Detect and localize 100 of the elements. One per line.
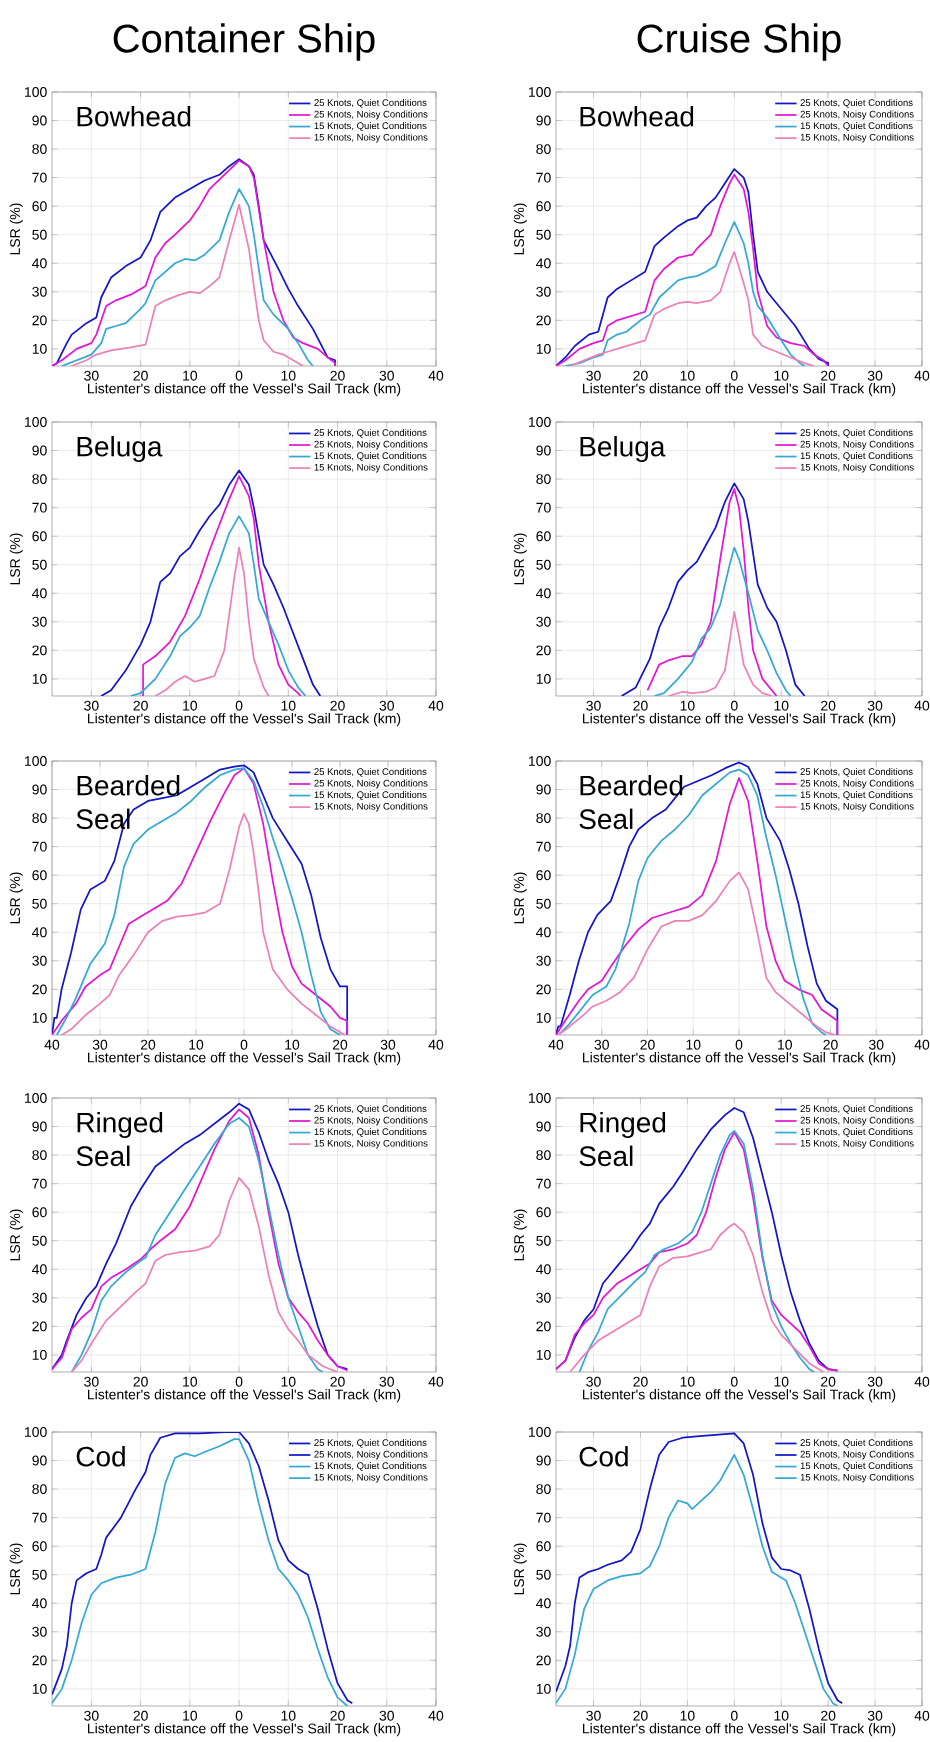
x-tick-label: 20 <box>633 370 648 381</box>
y-tick-label: 30 <box>32 286 47 297</box>
x-tick-label: 30 <box>84 1376 99 1387</box>
x-tick-label: 10 <box>183 700 198 711</box>
line-series <box>70 203 304 366</box>
x-tick-label: 40 <box>914 1376 930 1387</box>
y-tick-label: 70 <box>32 841 47 852</box>
y-tick-label: 50 <box>536 1569 551 1580</box>
line-series <box>667 610 773 696</box>
line-series <box>653 546 792 696</box>
x-tick-label: 20 <box>633 1376 648 1387</box>
x-tick-label: 30 <box>84 370 99 381</box>
y-tick-label: 60 <box>536 1541 551 1552</box>
y-tick-label: 20 <box>32 1655 47 1666</box>
y-tick-label: 40 <box>536 1264 551 1275</box>
y-tick-label: 60 <box>536 1207 551 1218</box>
legend-label: 25 Knots, Noisy Conditions <box>314 1116 428 1126</box>
y-tick-label: 50 <box>536 559 551 570</box>
y-tick-label: 40 <box>32 927 47 938</box>
y-tick-label: 40 <box>536 1598 551 1609</box>
x-tick-label: 20 <box>330 1710 345 1721</box>
y-tick-label: 10 <box>32 343 47 354</box>
y-tick-label: 90 <box>536 115 551 126</box>
annotation: Bearded Seal <box>579 774 683 830</box>
y-tick-label: 80 <box>536 813 551 824</box>
y-tick-label: 30 <box>32 616 47 627</box>
x-axis-title: Listenter's distance off the Vessel's Sail Track (km) <box>88 1052 401 1066</box>
x-tick-label: 40 <box>428 1376 444 1387</box>
y-tick-label: 50 <box>536 1235 551 1246</box>
y-tick-label: 80 <box>32 474 47 485</box>
x-tick-label: 40 <box>914 370 930 381</box>
x-tick-label: 30 <box>379 700 394 711</box>
legend-label: 25 Knots, Quiet Conditions <box>800 429 913 438</box>
y-tick-label: 90 <box>32 784 47 795</box>
annotation: Cod <box>579 1445 628 1467</box>
y-tick-label: 90 <box>536 445 551 456</box>
legend-label: 15 Knots, Quiet Conditions <box>800 452 913 461</box>
legend-label: 15 Knots, Quiet Conditions <box>314 452 427 461</box>
y-tick-label: 80 <box>32 813 47 824</box>
y-tick-label: 40 <box>536 588 551 599</box>
y-tick-label: 80 <box>32 1150 47 1161</box>
x-tick-label: 20 <box>821 1376 836 1387</box>
y-tick-label: 50 <box>32 229 47 240</box>
x-tick-label: 30 <box>867 1376 883 1387</box>
annotation: Bowhead <box>77 105 191 127</box>
x-tick-label: 20 <box>330 700 345 711</box>
y-tick-label: 30 <box>536 955 551 966</box>
y-tick-label: 70 <box>536 172 551 183</box>
x-tick-label: 20 <box>633 1710 648 1721</box>
y-tick-label: 20 <box>32 984 47 995</box>
legend-label: 15 Knots, Noisy Conditions <box>800 1139 914 1149</box>
y-tick-label: 70 <box>32 502 47 513</box>
y-tick-label: 90 <box>536 1455 551 1466</box>
y-tick-label: 80 <box>32 1484 47 1495</box>
x-tick-label: 0 <box>730 1710 738 1721</box>
y-tick-label: 60 <box>32 870 47 881</box>
y-tick-label: 30 <box>32 955 47 966</box>
x-tick-label: 30 <box>586 370 601 381</box>
y-axis-title: LSR (%) <box>513 203 527 255</box>
x-tick-label: 20 <box>133 700 148 711</box>
x-tick-label: 20 <box>823 1039 838 1050</box>
line-series <box>569 1222 825 1372</box>
y-axis-title: LSR (%) <box>9 1209 23 1261</box>
x-axis-title: Listenter's distance off the Vessel's Sail Track (km) <box>583 1052 896 1066</box>
y-tick-label: 100 <box>25 417 47 427</box>
y-tick-label: 40 <box>32 258 47 269</box>
y-tick-label: 70 <box>536 1178 551 1189</box>
y-tick-label: 70 <box>32 1178 47 1189</box>
x-tick-label: 30 <box>84 1710 99 1721</box>
x-axis-title: Listenter's distance off the Vessel's Sail Track (km) <box>88 713 401 727</box>
y-tick-label: 100 <box>529 1427 551 1437</box>
legend-label: 15 Knots, Noisy Conditions <box>314 463 428 473</box>
y-tick-label: 30 <box>536 616 551 627</box>
x-tick-label: 30 <box>586 1710 601 1721</box>
x-axis-title: Listenter's distance off the Vessel's Sail Track (km) <box>583 1723 896 1737</box>
y-tick-label: 40 <box>32 1598 47 1609</box>
y-tick-label: 100 <box>529 87 551 97</box>
x-tick-label: 10 <box>680 370 695 381</box>
x-tick-label: 10 <box>189 1039 204 1050</box>
y-axis-title: LSR (%) <box>513 1543 527 1595</box>
x-tick-label: 20 <box>133 1376 148 1387</box>
y-tick-label: 30 <box>536 1626 551 1637</box>
x-tick-label: 30 <box>92 1039 108 1050</box>
legend-label: 25 Knots, Quiet Conditions <box>800 1439 913 1448</box>
legend-label: 25 Knots, Noisy Conditions <box>800 1450 914 1460</box>
legend-label: 25 Knots, Noisy Conditions <box>314 1450 428 1460</box>
x-tick-label: 20 <box>330 1376 345 1387</box>
x-tick-label: 10 <box>680 1710 695 1721</box>
y-axis-title: LSR (%) <box>9 1543 23 1595</box>
y-tick-label: 60 <box>32 1541 47 1552</box>
line-series <box>129 515 307 696</box>
x-tick-label: 0 <box>235 1376 243 1387</box>
x-tick-label: 40 <box>914 700 930 711</box>
x-tick-label: 20 <box>140 1039 156 1050</box>
y-tick-label: 70 <box>536 502 551 513</box>
legend-label: 15 Knots, Noisy Conditions <box>800 1473 914 1483</box>
x-tick-label: 10 <box>183 370 198 381</box>
y-tick-label: 100 <box>529 417 551 427</box>
x-tick-label: 40 <box>428 700 444 711</box>
annotation: Ringed Seal <box>579 1111 666 1167</box>
